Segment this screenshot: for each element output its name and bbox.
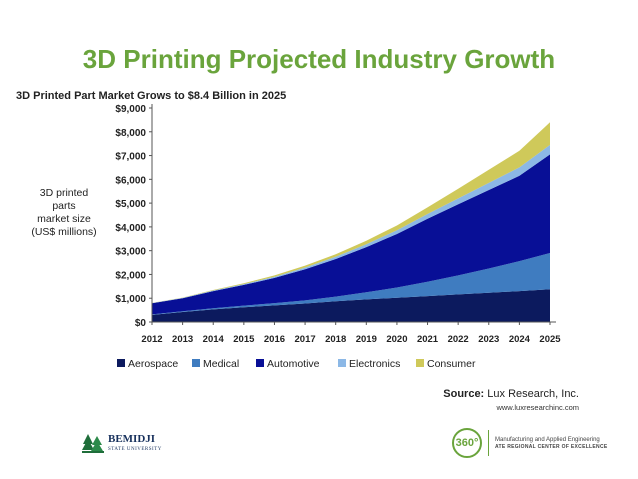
- legend-label-consumer: Consumer: [427, 358, 476, 370]
- legend-label-aerospace: Aerospace: [128, 358, 178, 370]
- legend-swatch-electronics: [338, 359, 346, 367]
- legend-swatch-automotive: [256, 359, 264, 367]
- legend-label-electronics: Electronics: [349, 358, 400, 370]
- y-axis-label-line: market size: [37, 213, 91, 225]
- slide-title: 3D Printing Projected Industry Growth: [82, 44, 556, 74]
- x-tick-label: 2018: [325, 334, 346, 345]
- y-tick-label: $7,000: [115, 152, 146, 163]
- pine-trees-icon: [82, 434, 104, 453]
- x-tick-label: 2025: [539, 334, 561, 345]
- ate-logo-line2: ATE REGIONAL CENTER OF EXCELLENCE: [495, 443, 608, 450]
- x-tick-label: 2012: [141, 334, 162, 345]
- y-tick-label: $6,000: [115, 175, 146, 186]
- x-tick-label: 2024: [509, 334, 531, 345]
- ate-center-logo: 360° Manufacturing and Applied Engineeri…: [452, 428, 608, 458]
- area-medical: [152, 253, 550, 315]
- y-axis-label-line: 3D printed: [40, 187, 89, 199]
- source-url: www.luxresearchinc.com: [495, 403, 579, 412]
- bemidji-logo-name: BEMIDJI: [108, 433, 156, 445]
- legend-swatch-consumer: [416, 359, 424, 367]
- x-tick-label: 2021: [417, 334, 439, 345]
- logo-360-mark: 360°: [452, 428, 482, 458]
- y-tick-label: $9,000: [115, 104, 146, 115]
- y-axis-label-line: (US$ millions): [31, 226, 96, 238]
- y-tick-label: $2,000: [115, 270, 146, 281]
- y-tick-label: $0: [135, 318, 147, 329]
- market-growth-chart: 3D Printed Part Market Grows to $8.4 Bil…: [16, 90, 579, 412]
- y-tick-label: $3,000: [115, 247, 146, 258]
- legend-label-medical: Medical: [203, 358, 239, 370]
- y-tick-label: $4,000: [115, 223, 146, 234]
- legend-label-automotive: Automotive: [267, 358, 320, 370]
- y-tick-label: $8,000: [115, 128, 146, 139]
- x-tick-label: 2020: [386, 334, 407, 345]
- source-text: Lux Research, Inc.: [487, 388, 579, 400]
- y-tick-label: $1,000: [115, 294, 146, 305]
- x-tick-label: 2016: [264, 334, 285, 345]
- x-tick-label: 2023: [478, 334, 499, 345]
- legend-swatch-medical: [192, 359, 200, 367]
- x-tick-label: 2022: [448, 334, 469, 345]
- x-tick-label: 2019: [356, 334, 377, 345]
- x-tick-label: 2017: [295, 334, 316, 345]
- ate-logo-line1: Manufacturing and Applied Engineering: [495, 436, 600, 443]
- area-automotive: [152, 154, 550, 315]
- bemidji-logo-subtitle: STATE UNIVERSITY: [108, 447, 162, 452]
- source-label: Source:: [443, 388, 487, 400]
- legend-swatch-aerospace: [117, 359, 125, 367]
- area-aerospace: [152, 289, 550, 322]
- x-tick-label: 2015: [233, 334, 255, 345]
- chart-title: 3D Printed Part Market Grows to $8.4 Bil…: [16, 90, 286, 102]
- logo-divider: [488, 430, 489, 456]
- y-tick-label: $5,000: [115, 199, 146, 210]
- x-tick-label: 2013: [172, 334, 193, 345]
- source-line: Source: Lux Research, Inc.: [443, 388, 579, 400]
- x-tick-label: 2014: [203, 334, 225, 345]
- bemidji-logo: BEMIDJI STATE UNIVERSITY: [82, 432, 162, 454]
- y-axis-label-line: parts: [52, 200, 75, 212]
